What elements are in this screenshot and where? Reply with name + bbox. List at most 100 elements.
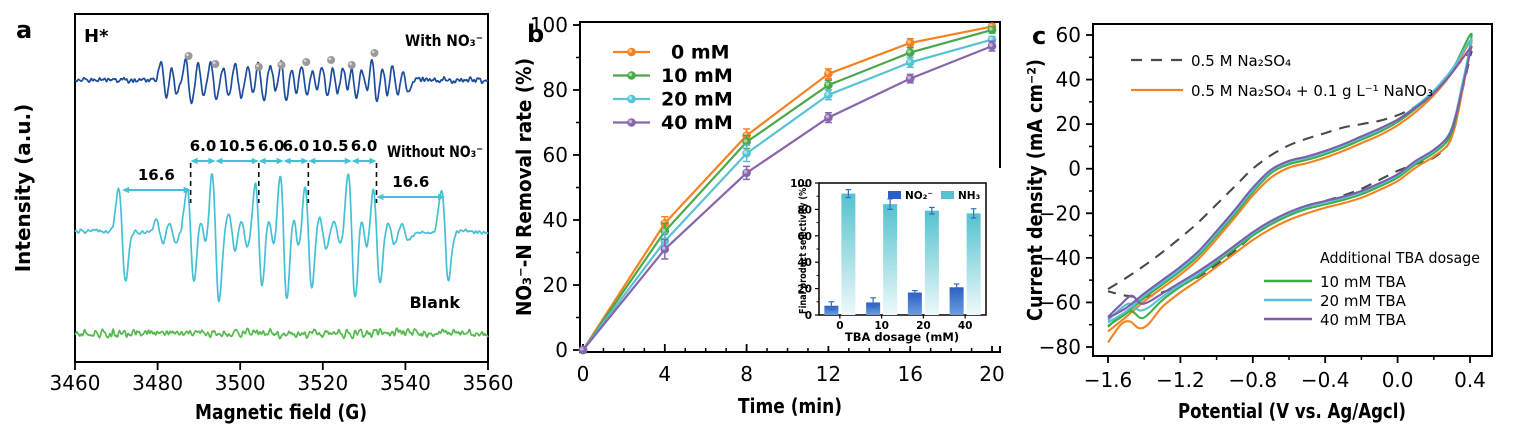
data-point-marker-highlight — [743, 139, 748, 143]
peak-marker-dot-highlight — [349, 62, 352, 66]
peak-marker-dot — [277, 61, 286, 69]
data-point-marker-highlight — [661, 246, 666, 250]
x-tick-label: 20 — [979, 362, 1004, 386]
peak-marker-dot — [370, 49, 379, 57]
legend-item-label: 10 mM TBA — [1320, 273, 1407, 291]
splitting-value-label: 10.5 — [219, 137, 256, 155]
y-tick-label: 0 — [555, 338, 568, 362]
y-tick-label: 0 — [1068, 157, 1081, 181]
splitting-value-label: 6.0 — [351, 137, 378, 155]
series-line-20mM — [582, 38, 993, 351]
x-tick-label: 8 — [740, 362, 753, 386]
x-tick-label: −1.2 — [1156, 368, 1205, 392]
data-point-marker-highlight — [628, 49, 633, 53]
arrowhead — [283, 157, 291, 165]
arrowhead — [190, 157, 198, 165]
data-point-marker-highlight — [989, 26, 993, 31]
radical-annotation: H* — [84, 26, 109, 47]
arrowhead — [251, 157, 259, 165]
x-axis-title: Time (min) — [738, 394, 842, 418]
arrowhead — [308, 157, 316, 165]
inset-legend-label-no2: NO₂⁻ — [905, 190, 933, 202]
data-point-marker-highlight — [907, 39, 911, 44]
trace-blank — [74, 327, 489, 340]
splitting-value-label: 6.0 — [283, 137, 310, 155]
y-tick-label: 60 — [543, 143, 568, 167]
y-tick-label: −40 — [1039, 246, 1081, 270]
x-tick-label: 3500 — [215, 371, 266, 395]
splitting-value-label-outer-left: 16.6 — [138, 166, 175, 184]
panel-a-plot-frame — [74, 13, 489, 363]
arrowhead — [258, 157, 266, 165]
x-tick-label: 4 — [658, 362, 671, 386]
y-tick-label: 20 — [543, 273, 568, 297]
inset-y-tick-label: 100 — [790, 178, 812, 190]
data-point-marker-highlight — [743, 150, 748, 155]
bar-NH₃ — [841, 193, 856, 315]
data-point-marker-highlight — [907, 75, 911, 80]
bar-NH₃ — [924, 210, 939, 315]
inset-x-tick-label: 0 — [836, 320, 843, 332]
arrowhead — [122, 186, 130, 194]
inset-y-tick-label: 80 — [797, 204, 812, 216]
panel-c-cv-chart: c −80 −60 −40 −20 0 20 40 60 −1.6 −1.2 −0.8 −0.4 0.0 0… — [1026, 22, 1493, 423]
panel-a-epr-chart: a H* 3460 3480 3500 3520 3540 3560 Magnetic fiel… — [11, 13, 513, 424]
peak-marker-dot — [327, 56, 336, 64]
y-axis-title: Current density (mA cm⁻²) — [1026, 59, 1047, 321]
bar-NH₃ — [883, 204, 898, 315]
legend-item-label: 40 mM — [661, 112, 733, 134]
y-tick-label: −20 — [1039, 201, 1081, 225]
y-tick-label: −80 — [1039, 335, 1081, 359]
x-tick-label: −0.8 — [1229, 368, 1278, 392]
trace-label-without-no3: Without NO₃⁻ — [387, 142, 483, 161]
legend-item-label: 20 mM TBA — [1320, 292, 1407, 310]
series-line-0mM — [582, 25, 993, 351]
peak-marker-dot-highlight — [185, 53, 189, 57]
bar-NO₂⁻ — [824, 305, 839, 315]
arrowhead — [208, 157, 216, 165]
inset-x-axis-title: TBA dosage (mM) — [845, 330, 959, 344]
inset-x-tick-label: 40 — [958, 320, 973, 332]
data-point-marker-highlight — [628, 72, 633, 77]
inset-y-tick-label: 40 — [797, 257, 812, 269]
inset-legend-swatch-no2 — [888, 191, 901, 199]
inset-x-tick-label: 20 — [916, 320, 931, 332]
legend-title: Additional TBA dosage — [1320, 249, 1480, 267]
data-point-marker-highlight — [628, 119, 633, 124]
peak-marker-dot-highlight — [212, 61, 216, 65]
peak-marker-dot-highlight — [278, 62, 282, 66]
peak-marker-dot-highlight — [328, 57, 332, 61]
legend-item-label: 40 mM TBA — [1320, 311, 1407, 329]
y-tick-label: 80 — [543, 78, 568, 102]
x-tick-label: 16 — [897, 362, 922, 386]
panel-c-letter: c — [1032, 22, 1046, 50]
y-tick-label: 40 — [1056, 68, 1081, 92]
trace-without-no3 — [74, 173, 489, 303]
legend-item-label: 20 mM — [661, 89, 733, 111]
data-point-marker-highlight — [661, 228, 666, 233]
inset-y-axis-title: Final product selectivity (%) — [798, 184, 809, 314]
arrowhead — [301, 157, 309, 165]
arrowhead — [344, 157, 352, 165]
peak-marker-dot-highlight — [303, 59, 307, 63]
inset-legend-label-nh3: NH₃ — [958, 190, 981, 202]
legend-item-label: 10 mM — [661, 65, 733, 87]
data-point-marker-highlight — [825, 82, 830, 86]
inset-x-tick-label: 10 — [874, 320, 889, 332]
panel-a-letter: a — [16, 16, 32, 44]
series-line-40mM — [582, 45, 993, 351]
legend-item-label: 0.5 M Na₂SO₄ + 0.1 g L⁻¹ NaNO₃ — [1191, 82, 1433, 100]
inset-y-tick-label: 60 — [797, 231, 812, 243]
x-tick-label: 0.4 — [1454, 368, 1486, 392]
y-tick-label: 20 — [1056, 112, 1081, 136]
x-tick-label: 0 — [577, 362, 590, 386]
bar-NO₂⁻ — [866, 302, 881, 315]
inset-y-tick-label: 0 — [805, 310, 812, 322]
inset-legend-swatch-nh3 — [941, 191, 954, 199]
x-tick-label: 0.0 — [1382, 368, 1414, 392]
arrowhead — [183, 186, 191, 194]
y-tick-label: 40 — [543, 208, 568, 232]
peak-marker-dot — [347, 61, 356, 69]
legend-item-label: 0 mM — [671, 42, 730, 64]
